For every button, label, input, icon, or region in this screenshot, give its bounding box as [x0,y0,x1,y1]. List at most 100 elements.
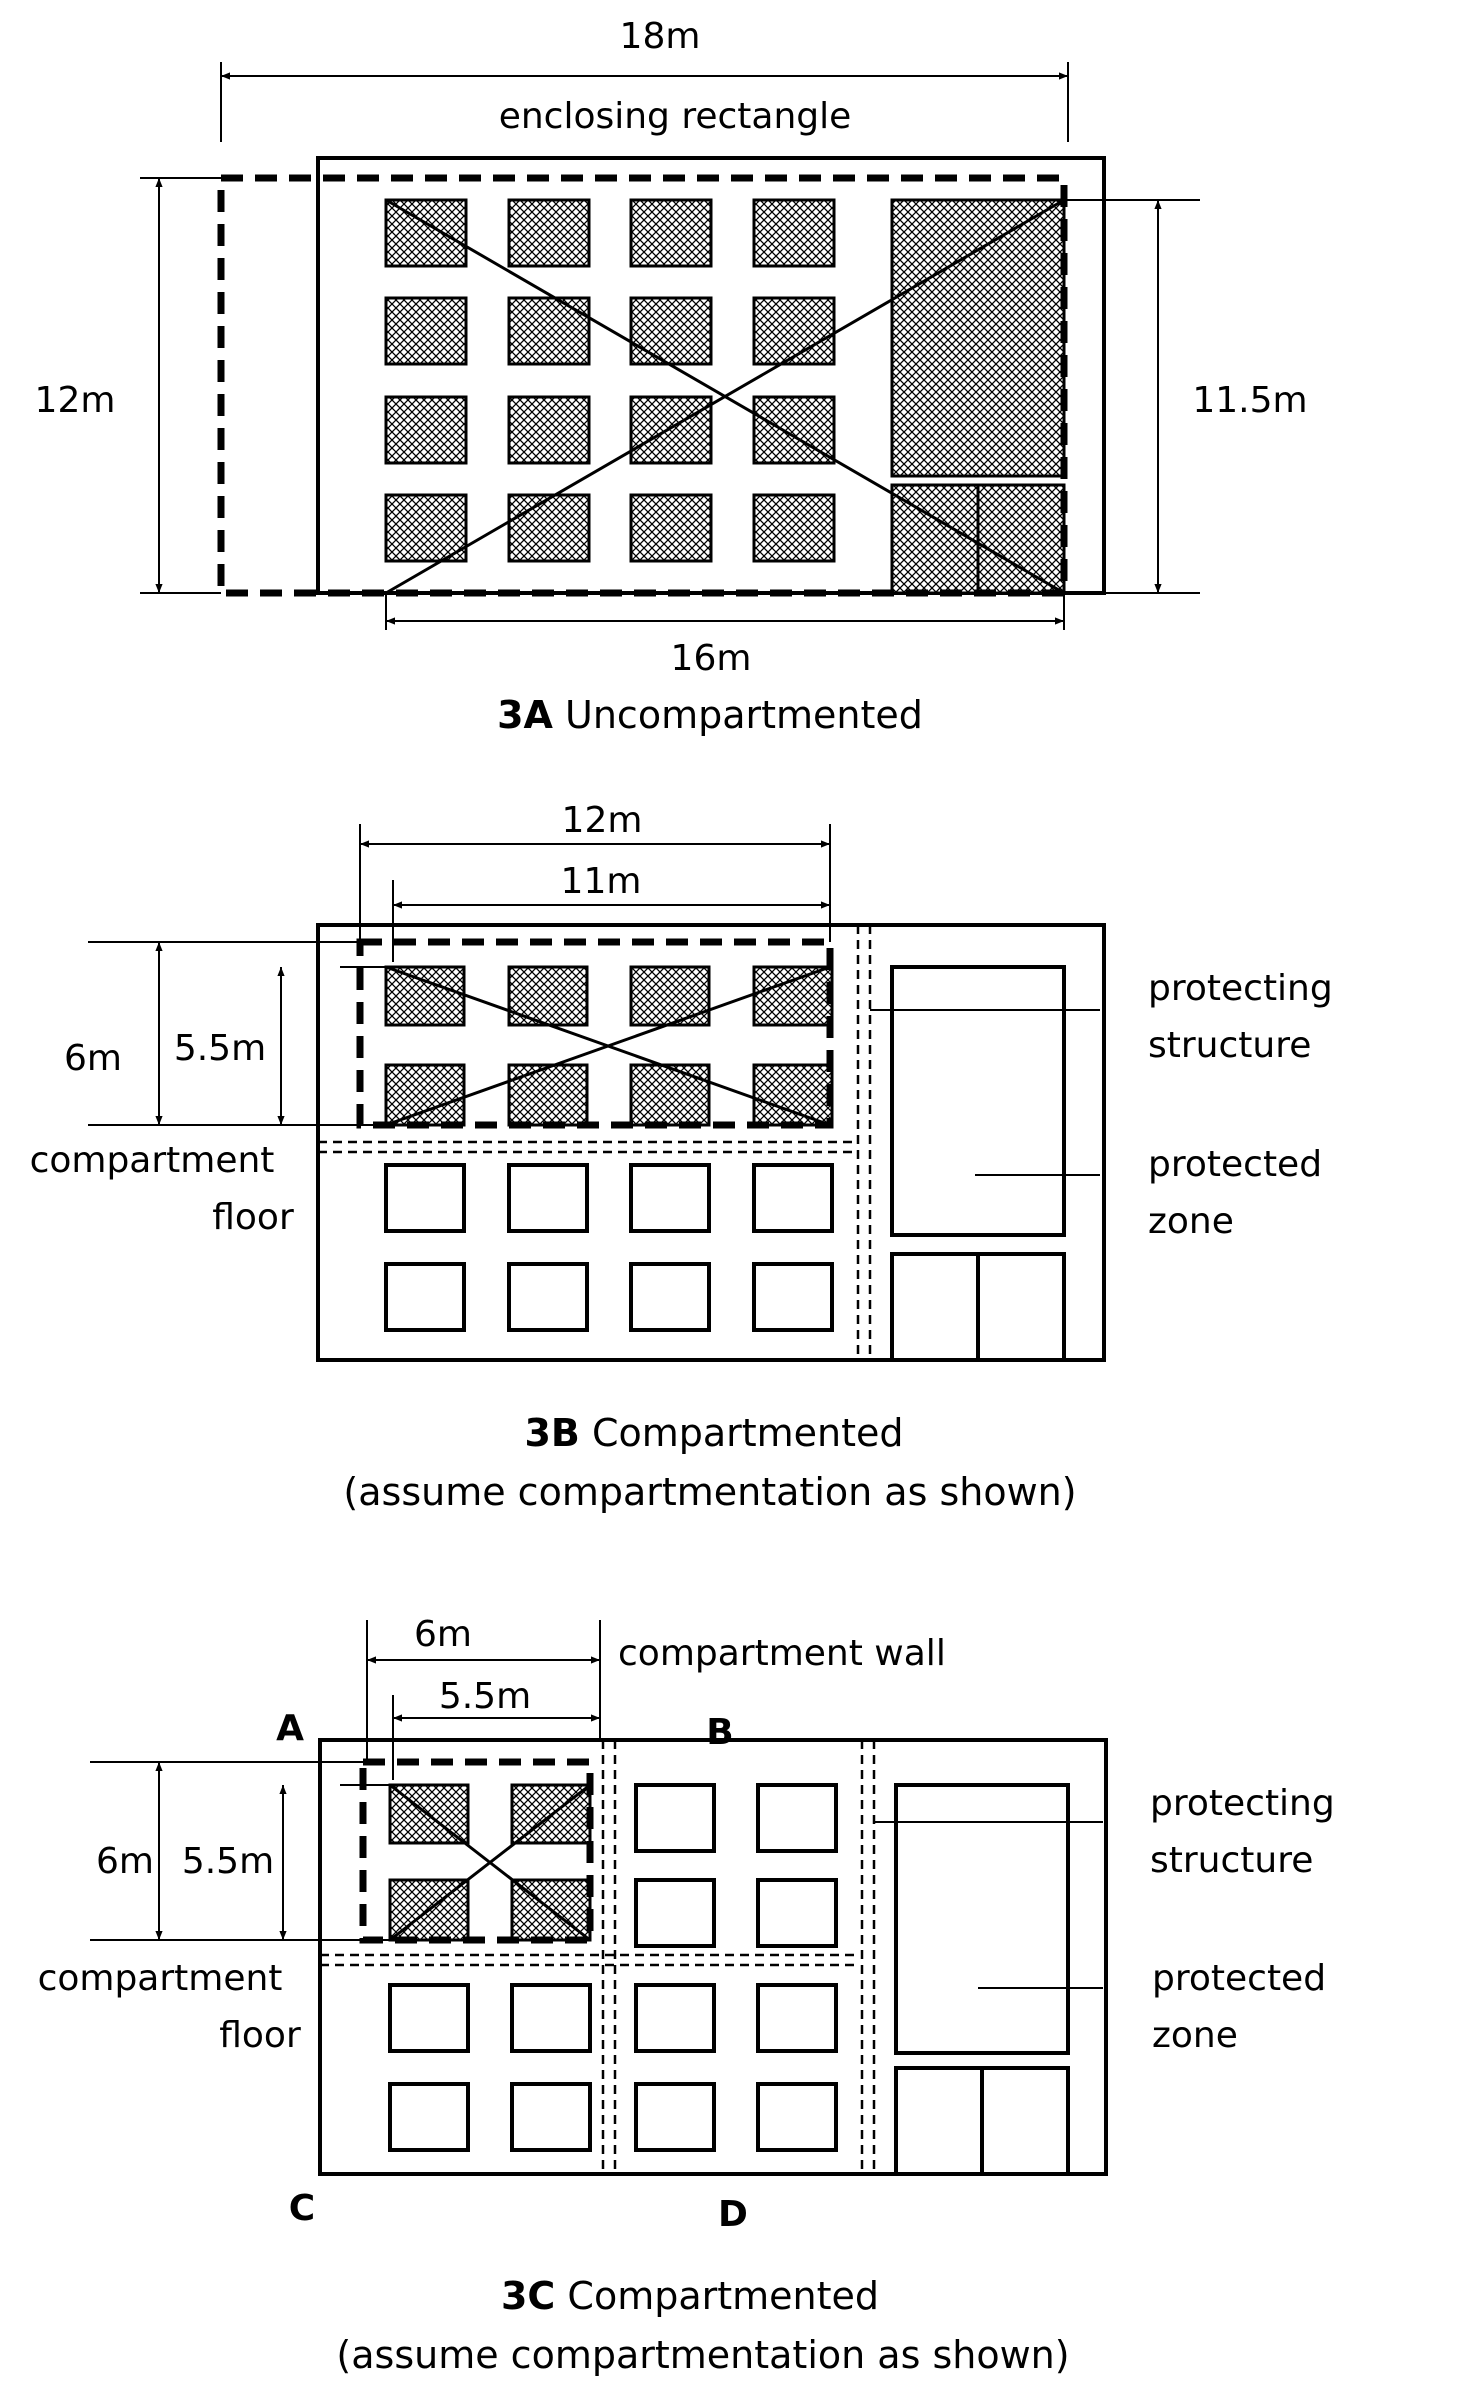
hatched-opening [384,395,468,465]
enclosing-rectangle-3b [356,938,834,1129]
enclosing-rectangle-3c [359,1758,594,1944]
protected-door-right-3c [980,2066,1070,2176]
protected-zone-opening-3b [890,965,1066,1237]
hatched-opening [629,296,713,366]
dim-6m-vlabel-3c: 6m [96,1841,154,1882]
figure-3c-spacer [555,2274,567,2318]
figure-3a: 18m enclosing rectangle [35,16,1308,737]
opening [756,2082,838,2152]
figure-3b-spacer [580,1411,592,1455]
hatched-opening [629,395,713,465]
dim-11-5m-label: 11.5m [1192,380,1307,421]
figure-3b-subtitle: (assume compartmentation as shown) [343,1470,1076,1514]
protecting-structure-label-3c-2: structure [1150,1840,1313,1881]
enclosing-rectangle [217,174,1068,597]
opening [756,1783,838,1853]
hatched-opening [507,198,591,268]
hatched-opening [507,493,591,563]
protecting-structure-label-3b-1: protecting [1148,968,1333,1009]
protected-zone-label-3c-2: zone [1152,2015,1238,2056]
dim-5-5m-vlabel-3c: 5.5m [182,1841,274,1882]
hatched-opening [384,965,466,1027]
hatched-opening [629,1063,711,1127]
opening [634,1783,716,1853]
protected-zone-opening-3c [894,1783,1070,2055]
openings-3c [388,1783,838,2152]
protected-zone-label-3b-1: protected [1148,1144,1322,1185]
hatched-opening [384,198,468,268]
hatched-opening [752,198,836,268]
dim-5-5m-label-3c: 5.5m [439,1676,531,1717]
corner-label-c: C [289,2188,315,2229]
hatched-opening [384,493,468,563]
hatched-opening [752,1063,834,1127]
opening [388,2082,470,2152]
diagonal-3b-2 [385,965,831,1127]
protected-zone-label-3c-1: protected [1152,1958,1326,1999]
opening [634,1983,716,2053]
hatched-opening [384,296,468,366]
protecting-structure-label-3c-1: protecting [1150,1783,1335,1824]
figure-3a-spacer [553,693,565,737]
corner-label-d: D [718,2194,748,2235]
dim-6m-label-3c: 6m [414,1614,472,1655]
opening [752,1163,834,1233]
hatched-openings-3a [384,198,1066,595]
figure-3c-caption: Compartmented [567,2274,879,2318]
figure-3b-title: 3B Compartmented [524,1411,903,1455]
figure-3c-number: 3C [501,2274,555,2318]
opening [510,1983,592,2053]
protecting-structure-label-3b-2: structure [1148,1025,1311,1066]
dim-11m-label-3b: 11m [561,861,642,902]
opening [629,1163,711,1233]
building-outline-3c [318,1738,1108,2176]
hatched-opening [629,965,711,1027]
hatched-door-right [976,483,1066,595]
compartment-floor-label-3c-2: floor [219,2015,301,2056]
enclosing-rectangle-label: enclosing rectangle [499,96,852,137]
dim-6m-label-3b: 6m [64,1038,122,1079]
protected-door-left-3b [890,1252,980,1362]
hatched-opening [384,1063,466,1127]
figure-3a-title: 3A Uncompartmented [497,693,923,737]
compartment-floor-label-3c-1: compartment [38,1958,283,1999]
figure-3c-title: 3C Compartmented [501,2274,879,2318]
compartment-floor-label-3b-2: floor [212,1197,294,1238]
opening [629,1262,711,1332]
corner-label-a: A [276,1708,304,1749]
figure-3a-number: 3A [497,693,553,737]
diagonal-3a-2 [385,198,1065,595]
dim-12m-label-3b: 12m [562,800,643,841]
hatched-opening [507,395,591,465]
figure-3c-subtitle: (assume compartmentation as shown) [336,2333,1069,2377]
opening [507,1262,589,1332]
protected-door-left-3c [894,2066,984,2176]
figure-3a-caption: Uncompartmented [565,693,923,737]
figure-3c: 6m 5.5m compartment wall A B C D [38,1614,1335,2377]
dim-5-5m-label-3b: 5.5m [174,1028,266,1069]
opening [752,1262,834,1332]
opening [384,1163,466,1233]
opening [384,1262,466,1332]
opening [634,1878,716,1948]
dim-12m-label: 12m [35,380,116,421]
opening [510,2082,592,2152]
hatched-large-opening [890,198,1066,478]
dim-18m-label: 18m [620,16,701,57]
opening [388,1983,470,2053]
protected-door-right-3b [976,1252,1066,1362]
opening [756,1878,838,1948]
hatched-opening [629,493,713,563]
opening [507,1163,589,1233]
dim-16m-label: 16m [671,638,752,679]
compartment-floor-label-3b-1: compartment [30,1140,275,1181]
openings-lower-3b [384,1163,834,1332]
hatched-opening [752,965,834,1027]
figure-3b-caption: Compartmented [592,1411,904,1455]
hatched-opening [752,493,836,563]
protected-zone-label-3b-2: zone [1148,1201,1234,1242]
hatched-opening [629,198,713,268]
figure-3b: 12m 11m [30,800,1333,1514]
compartment-wall-label: compartment wall [618,1633,946,1674]
